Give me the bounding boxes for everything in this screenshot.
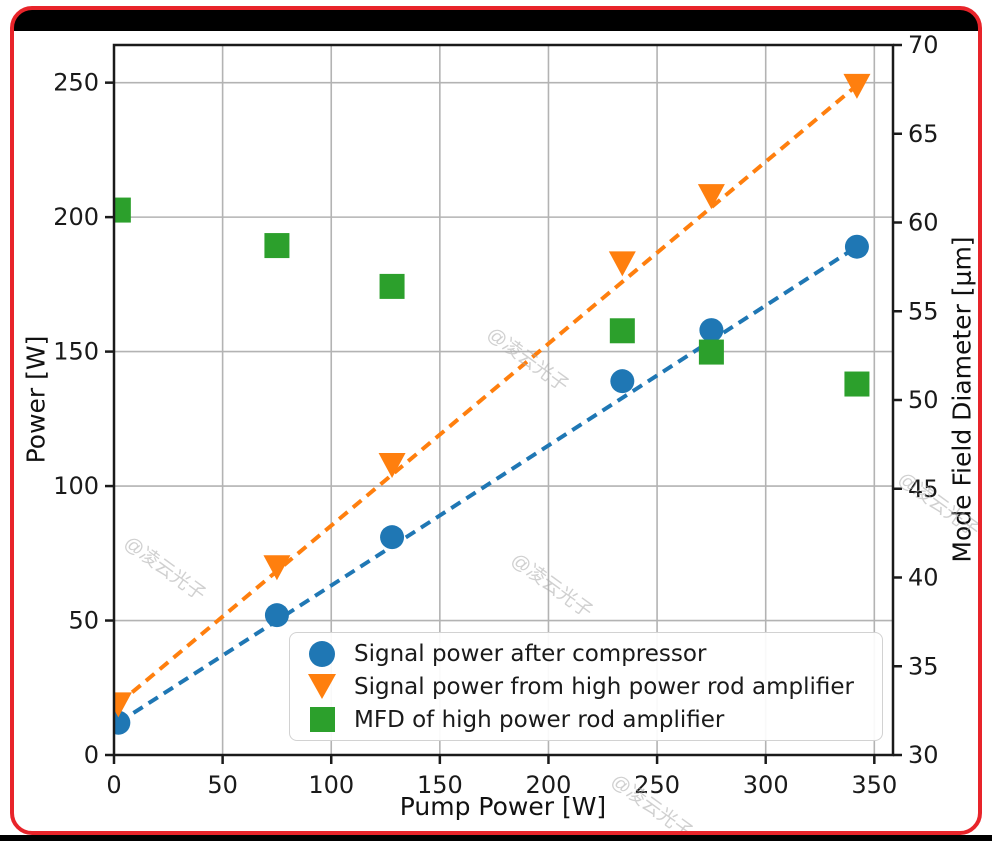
y-right-tick-label: 30 — [908, 741, 939, 769]
triangle-down-marker-icon — [308, 674, 336, 699]
data-point-triangle — [608, 251, 636, 277]
data-point-square — [114, 197, 131, 223]
x-tick-label: 0 — [106, 771, 121, 799]
data-point-square — [264, 233, 290, 259]
y-left-tick-label: 100 — [53, 472, 99, 500]
data-point-square — [379, 273, 405, 299]
y-left-tick-label: 0 — [84, 741, 99, 769]
data-point-square — [609, 318, 635, 344]
legend: Signal power after compressor Signal pow… — [289, 632, 883, 741]
circle-marker-icon — [309, 640, 335, 667]
data-point-circle — [844, 234, 869, 259]
y-right-tick-label: 70 — [908, 31, 939, 59]
top-black-bar — [13, 9, 979, 31]
x-tick-label: 200 — [526, 771, 572, 799]
y-left-tick-label: 250 — [53, 69, 99, 97]
legend-label: Signal power after compressor — [354, 640, 707, 667]
x-tick-label: 250 — [634, 771, 680, 799]
x-tick-label: 100 — [308, 771, 354, 799]
x-tick-label: 150 — [417, 771, 463, 799]
y-left-axis-label: Power [W] — [21, 335, 51, 464]
data-point-circle — [699, 318, 724, 343]
y-right-tick-label: 35 — [908, 652, 939, 680]
bottom-black-bar — [0, 835, 992, 841]
y-right-tick-label: 40 — [908, 564, 939, 592]
data-point-triangle — [843, 73, 871, 99]
y-left-tick-label: 50 — [68, 607, 99, 635]
legend-item-signal-after-compressor: Signal power after compressor — [290, 637, 882, 670]
trendline — [117, 245, 859, 725]
legend-item-signal-from-rod-amplifier: Signal power from high power rod amplifi… — [290, 670, 882, 703]
data-point-triangle — [378, 453, 406, 479]
trendline — [117, 83, 859, 706]
x-tick-label: 350 — [851, 771, 897, 799]
data-series — [114, 73, 871, 735]
y-right-tick-label: 55 — [908, 297, 939, 325]
data-point-triangle — [114, 692, 132, 718]
x-axis-label: Pump Power [W] — [399, 792, 607, 821]
y-left-tick-label: 200 — [53, 203, 99, 231]
legend-label: MFD of high power rod amplifier — [354, 706, 725, 733]
data-point-circle — [380, 525, 405, 550]
data-point-triangle — [697, 184, 725, 210]
legend-item-mfd-rod-amplifier: MFD of high power rod amplifier — [290, 703, 882, 736]
x-tick-label: 50 — [207, 771, 238, 799]
axis-ticks: 0 50 100 150 200 250 300 350 0 50 100 150 200 250 30 35… — [53, 31, 938, 799]
y-right-tick-label: 45 — [908, 475, 939, 503]
data-point-circle — [610, 369, 635, 394]
data-point-square — [698, 339, 724, 365]
y-right-tick-label: 60 — [908, 209, 939, 237]
y-right-tick-label: 65 — [908, 120, 939, 148]
data-point-circle — [264, 603, 289, 628]
y-right-axis-label: Mode Field Diameter [μm] — [947, 236, 977, 563]
data-point-triangle — [263, 555, 291, 581]
legend-label: Signal power from high power rod amplifi… — [354, 673, 854, 700]
y-right-tick-label: 50 — [908, 386, 939, 414]
square-marker-icon — [309, 707, 335, 732]
x-tick-label: 300 — [743, 771, 789, 799]
y-left-tick-label: 150 — [53, 338, 99, 366]
data-point-square — [844, 371, 870, 397]
